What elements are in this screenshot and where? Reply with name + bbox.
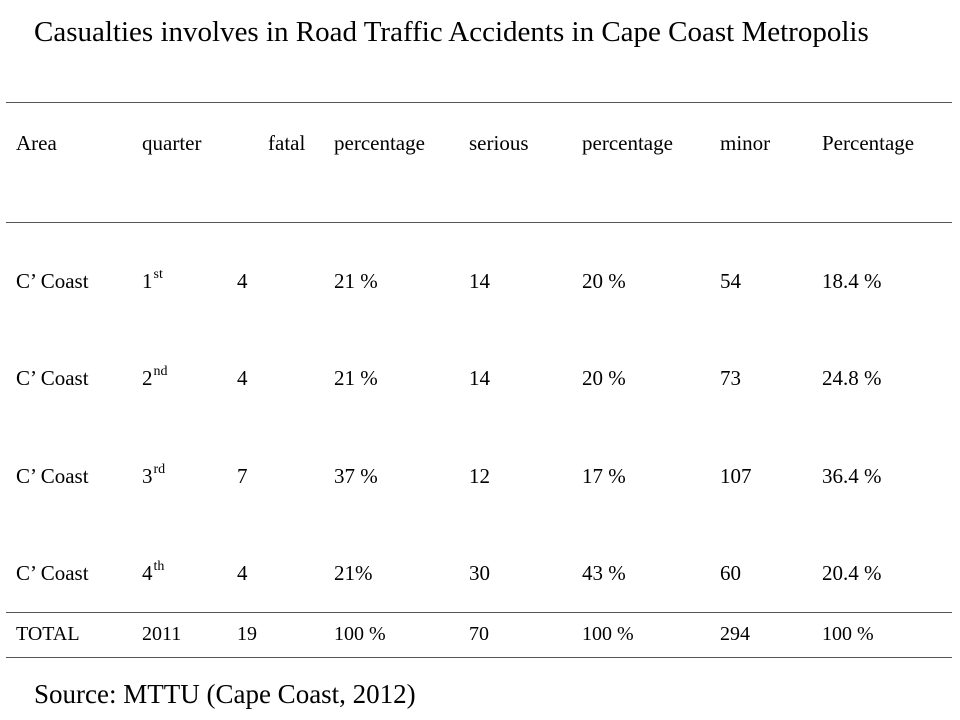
header-minor-percentage: Percentage xyxy=(822,131,915,155)
cell-serious-percentage: 20 % xyxy=(582,269,626,293)
cell-serious: 14 xyxy=(469,366,490,390)
total-minor: 294 xyxy=(720,623,750,645)
total-fatal-percentage: 100 % xyxy=(334,623,386,645)
header-minor: minor xyxy=(720,131,771,155)
cell-serious-percentage: 20 % xyxy=(582,366,626,390)
quarter-number: 4 xyxy=(142,561,153,585)
cell-minor: 107 xyxy=(720,464,752,488)
cell-area: C’ Coast xyxy=(16,366,89,390)
total-serious: 70 xyxy=(469,623,489,645)
cell-minor: 73 xyxy=(720,366,741,390)
quarter-number: 3 xyxy=(142,464,153,488)
cell-quarter: 1st xyxy=(142,266,163,296)
table-row: C’ Coast 4th 4 21% 30 43 % 60 20.4 % xyxy=(0,558,960,588)
total-rule-top xyxy=(6,612,952,613)
cell-quarter: 3rd xyxy=(142,461,165,491)
total-minor-percentage: 100 % xyxy=(822,623,874,645)
cell-serious-percentage: 43 % xyxy=(582,561,626,585)
cell-fatal-percentage: 21% xyxy=(334,561,373,585)
cell-area: C’ Coast xyxy=(16,464,89,488)
cell-fatal: 4 xyxy=(237,561,248,585)
quarter-suffix: nd xyxy=(153,364,168,379)
cell-minor: 60 xyxy=(720,561,741,585)
quarter-suffix: rd xyxy=(153,462,166,477)
total-rule-bottom xyxy=(6,657,952,658)
cell-minor-percentage: 18.4 % xyxy=(822,269,882,293)
top-rule xyxy=(6,102,952,103)
source-note: Source: MTTU (Cape Coast, 2012) xyxy=(34,679,416,709)
header-fatal-percentage: percentage xyxy=(334,131,425,155)
quarter-number: 1 xyxy=(142,269,153,293)
cell-quarter: 2nd xyxy=(142,363,168,393)
cell-minor: 54 xyxy=(720,269,741,293)
quarter-suffix: st xyxy=(153,267,163,282)
cell-serious-percentage: 17 % xyxy=(582,464,626,488)
cell-serious: 12 xyxy=(469,464,490,488)
total-quarter: 2011 xyxy=(142,623,182,645)
cell-serious: 14 xyxy=(469,269,490,293)
table-title: Casualties involves in Road Traffic Acci… xyxy=(34,16,869,48)
header-serious-percentage: percentage xyxy=(582,131,673,155)
total-serious-percentage: 100 % xyxy=(582,623,634,645)
cell-fatal-percentage: 37 % xyxy=(334,464,378,488)
table-header-row: Area quarter fatal percentage serious pe… xyxy=(0,128,960,158)
cell-fatal: 4 xyxy=(237,269,248,293)
total-fatal: 19 xyxy=(237,623,257,645)
table-row: C’ Coast 3rd 7 37 % 12 17 % 107 36.4 % xyxy=(0,461,960,491)
total-area: TOTAL xyxy=(16,623,80,645)
cell-quarter: 4th xyxy=(142,558,164,588)
header-area: Area xyxy=(16,131,57,155)
cell-area: C’ Coast xyxy=(16,561,89,585)
cell-fatal-percentage: 21 % xyxy=(334,366,378,390)
cell-fatal: 4 xyxy=(237,366,248,390)
quarter-suffix: th xyxy=(153,559,165,574)
cell-minor-percentage: 24.8 % xyxy=(822,366,882,390)
header-rule xyxy=(6,222,952,223)
header-quarter: quarter xyxy=(142,131,202,155)
quarter-number: 2 xyxy=(142,366,153,390)
cell-fatal: 7 xyxy=(237,464,248,488)
cell-fatal-percentage: 21 % xyxy=(334,269,378,293)
header-serious: serious xyxy=(469,131,529,155)
cell-minor-percentage: 20.4 % xyxy=(822,561,882,585)
cell-area: C’ Coast xyxy=(16,269,89,293)
header-fatal: fatal xyxy=(268,131,306,155)
table-row: C’ Coast 2nd 4 21 % 14 20 % 73 24.8 % xyxy=(0,363,960,393)
cell-minor-percentage: 36.4 % xyxy=(822,464,882,488)
table-total-row: TOTAL 2011 19 100 % 70 100 % 294 100 % xyxy=(0,619,960,649)
cell-serious: 30 xyxy=(469,561,490,585)
table-row: C’ Coast 1st 4 21 % 14 20 % 54 18.4 % xyxy=(0,266,960,296)
